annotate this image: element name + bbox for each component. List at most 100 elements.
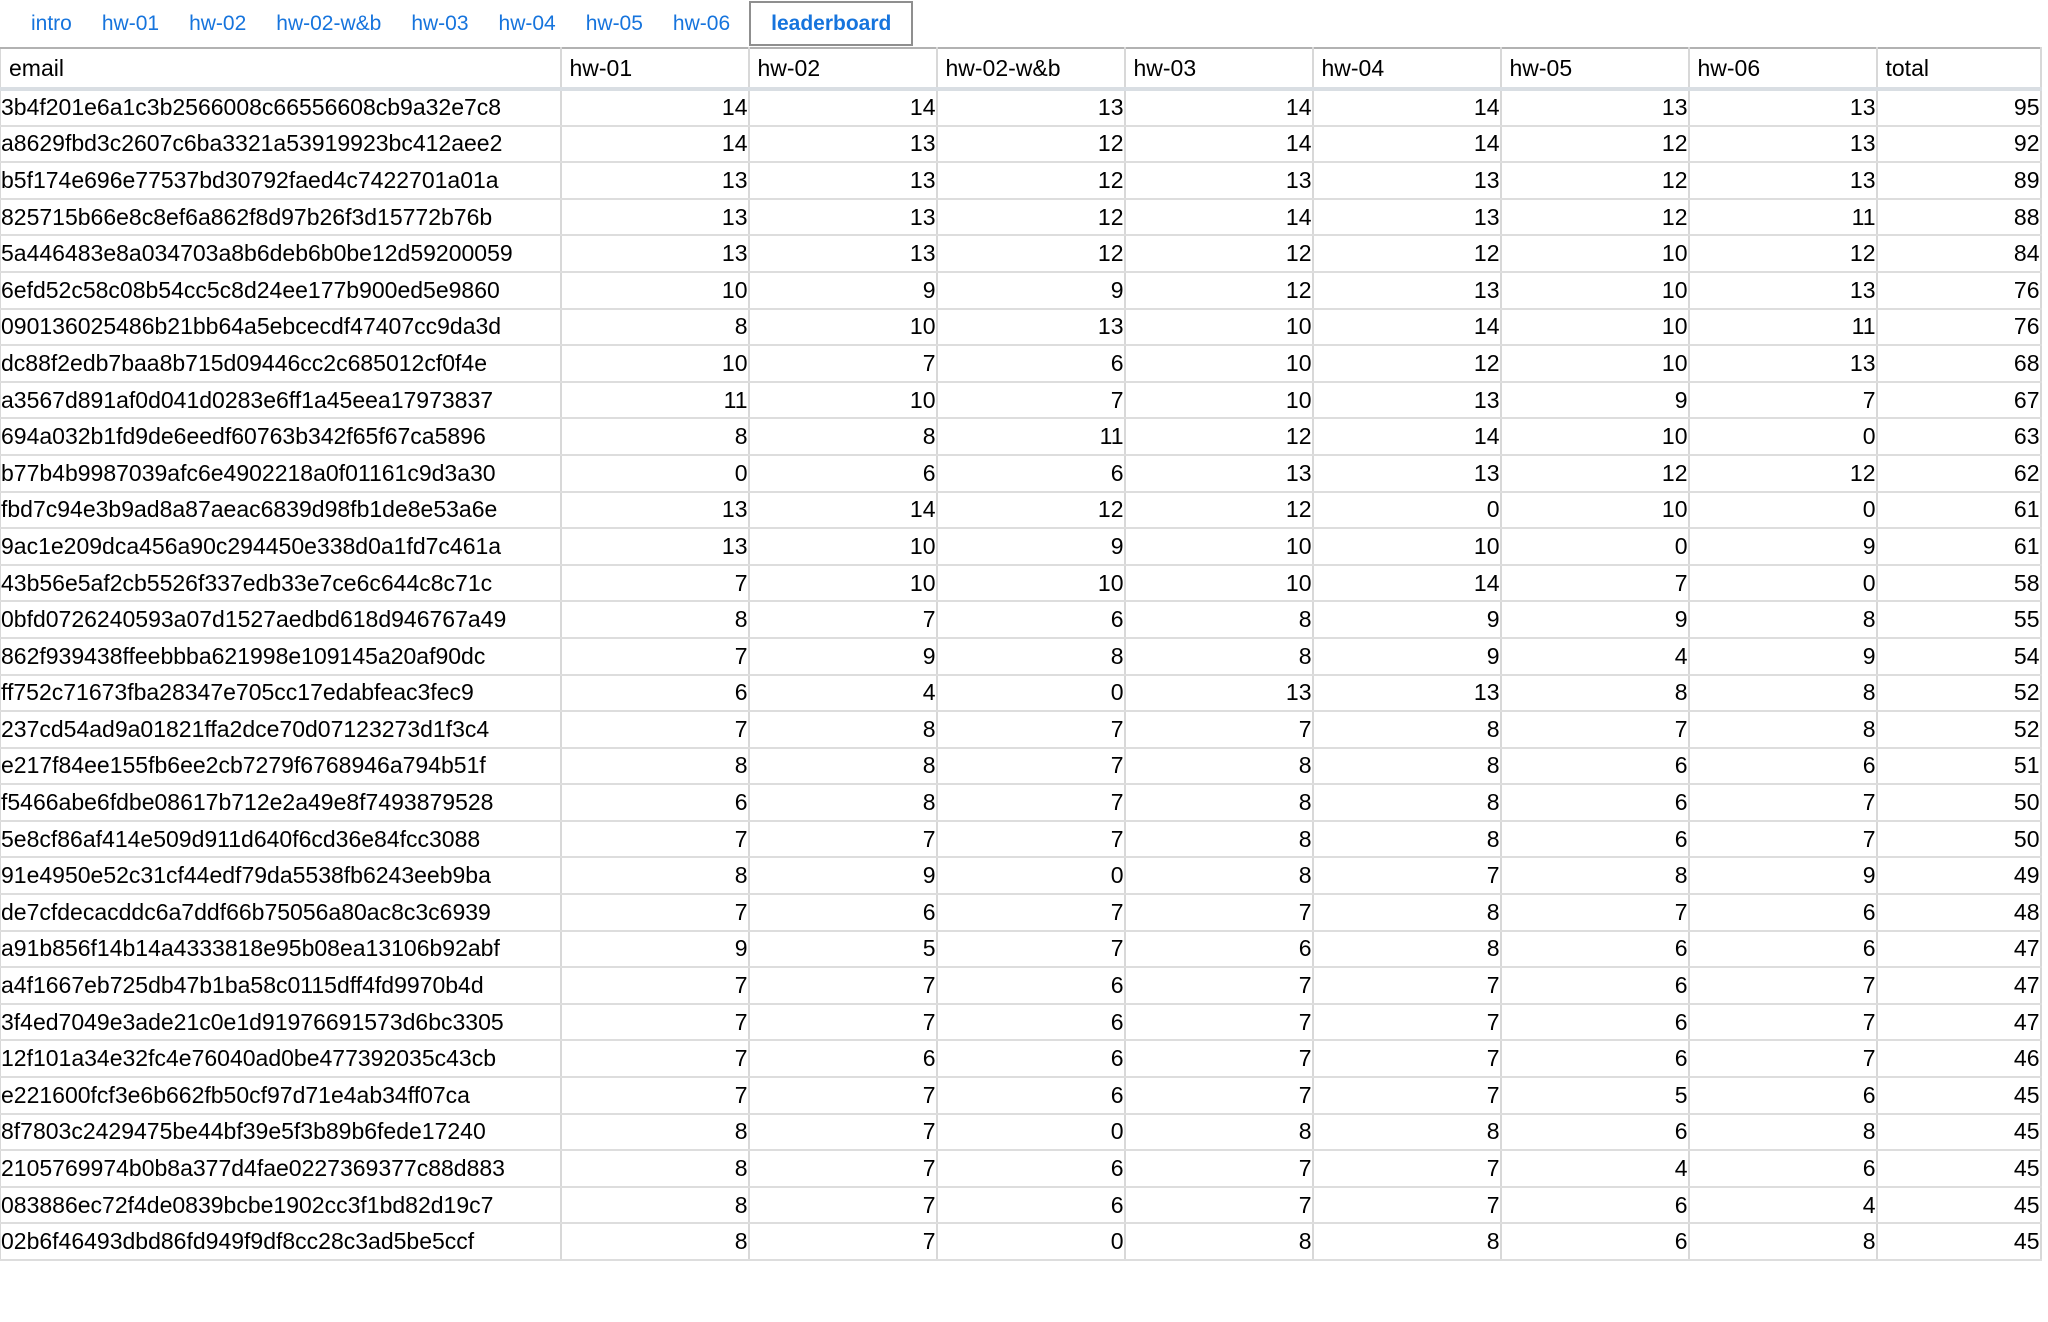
score-cell: 8 bbox=[1688, 601, 1878, 639]
score-cell: 13 bbox=[1124, 454, 1314, 493]
score-cell: 6 bbox=[1124, 930, 1314, 969]
score-cell: 10 bbox=[1500, 491, 1690, 530]
tab-hw-06[interactable]: hw-06 bbox=[672, 12, 731, 35]
score-cell: 6 bbox=[936, 1150, 1126, 1188]
email-cell: 02b6f46493dbd86fd949f9df8cc28c3ad5be5ccf bbox=[0, 1223, 562, 1261]
column-header-hw-04: hw-04 bbox=[1312, 47, 1502, 91]
score-cell: 0 bbox=[936, 674, 1126, 713]
score-cell: 7 bbox=[1312, 1040, 1502, 1079]
score-cell: 6 bbox=[1688, 747, 1878, 786]
score-cell: 6 bbox=[1500, 1223, 1690, 1261]
total-cell: 50 bbox=[1876, 784, 2042, 822]
column-header-hw-05: hw-05 bbox=[1500, 47, 1690, 91]
tab-hw-05[interactable]: hw-05 bbox=[585, 12, 643, 35]
score-cell: 7 bbox=[1124, 1186, 1314, 1225]
tab-leaderboard[interactable]: leaderboard bbox=[749, 1, 914, 46]
score-cell: 13 bbox=[1124, 674, 1314, 713]
tab-hw-04[interactable]: hw-04 bbox=[498, 12, 556, 35]
score-cell: 7 bbox=[1312, 857, 1502, 896]
score-cell: 7 bbox=[748, 967, 938, 1005]
total-cell: 55 bbox=[1876, 601, 2042, 639]
table-body: 3b4f201e6a1c3b2566008c66556608cb9a32e7c8… bbox=[0, 89, 2042, 1261]
table-row: 3f4ed7049e3ade21c0e1d91976691573d6bc3305… bbox=[0, 1003, 2042, 1042]
score-cell: 8 bbox=[1312, 784, 1502, 822]
score-cell: 13 bbox=[560, 235, 750, 273]
score-cell: 9 bbox=[560, 930, 750, 969]
email-cell: 6efd52c58c08b54cc5c8d24ee177b900ed5e9860 bbox=[0, 271, 562, 310]
score-cell: 0 bbox=[1688, 491, 1878, 530]
tab-intro[interactable]: intro bbox=[31, 12, 72, 35]
score-cell: 13 bbox=[1312, 162, 1502, 200]
score-cell: 12 bbox=[936, 162, 1126, 200]
email-cell: b77b4b9987039afc6e4902218a0f01161c9d3a30 bbox=[0, 454, 562, 493]
total-cell: 50 bbox=[1876, 820, 2042, 859]
table-row: 02b6f46493dbd86fd949f9df8cc28c3ad5be5ccf… bbox=[0, 1223, 2042, 1261]
score-cell: 6 bbox=[1688, 930, 1878, 969]
score-cell: 6 bbox=[936, 1003, 1126, 1042]
score-cell: 8 bbox=[560, 418, 750, 456]
total-cell: 45 bbox=[1876, 1186, 2042, 1225]
table-row: a91b856f14b14a4333818e95b08ea13106b92abf… bbox=[0, 930, 2042, 969]
score-cell: 12 bbox=[1312, 345, 1502, 383]
score-cell: 10 bbox=[1500, 308, 1690, 347]
email-cell: de7cfdecacddc6a7ddf66b75056a80ac8c3c6939 bbox=[0, 894, 562, 932]
score-cell: 10 bbox=[1124, 564, 1314, 603]
column-header-hw-03: hw-03 bbox=[1124, 47, 1314, 91]
email-cell: 3b4f201e6a1c3b2566008c66556608cb9a32e7c8 bbox=[0, 89, 562, 127]
column-header-hw-02-wb: hw-02-w&b bbox=[936, 47, 1126, 91]
score-cell: 12 bbox=[1500, 454, 1690, 493]
score-cell: 9 bbox=[1312, 601, 1502, 639]
score-cell: 7 bbox=[748, 1150, 938, 1188]
table-row: 2105769974b0b8a377d4fae0227369377c88d883… bbox=[0, 1150, 2042, 1188]
score-cell: 12 bbox=[1124, 235, 1314, 273]
score-cell: 12 bbox=[1500, 125, 1690, 164]
total-cell: 52 bbox=[1876, 674, 2042, 713]
score-cell: 8 bbox=[560, 747, 750, 786]
tab-hw-01[interactable]: hw-01 bbox=[101, 12, 160, 35]
score-cell: 11 bbox=[560, 381, 750, 420]
score-cell: 7 bbox=[1124, 1003, 1314, 1042]
email-cell: 090136025486b21bb64a5ebcecdf47407cc9da3d bbox=[0, 308, 562, 347]
tab-hw-03[interactable]: hw-03 bbox=[411, 12, 469, 35]
score-cell: 6 bbox=[560, 784, 750, 822]
email-cell: 862f939438ffeebbba621998e109145a20af90dc bbox=[0, 637, 562, 676]
score-cell: 7 bbox=[1688, 820, 1878, 859]
score-cell: 9 bbox=[748, 271, 938, 310]
score-cell: 7 bbox=[936, 894, 1126, 932]
score-cell: 6 bbox=[1500, 747, 1690, 786]
score-cell: 13 bbox=[1688, 162, 1878, 200]
table-row: 6efd52c58c08b54cc5c8d24ee177b900ed5e9860… bbox=[0, 271, 2042, 310]
table-row: a8629fbd3c2607c6ba3321a53919923bc412aee2… bbox=[0, 125, 2042, 164]
score-cell: 8 bbox=[748, 711, 938, 749]
score-cell: 9 bbox=[1312, 637, 1502, 676]
table-row: 9ac1e209dca456a90c294450e338d0a1fd7c461a… bbox=[0, 528, 2042, 566]
score-cell: 14 bbox=[1312, 418, 1502, 456]
table-row: 090136025486b21bb64a5ebcecdf47407cc9da3d… bbox=[0, 308, 2042, 347]
email-cell: ff752c71673fba28347e705cc17edabfeac3fec9 bbox=[0, 674, 562, 713]
score-cell: 0 bbox=[936, 1223, 1126, 1261]
email-cell: 237cd54ad9a01821ffa2dce70d07123273d1f3c4 bbox=[0, 711, 562, 749]
email-cell: e221600fcf3e6b662fb50cf97d71e4ab34ff07ca bbox=[0, 1077, 562, 1115]
score-cell: 7 bbox=[936, 930, 1126, 969]
score-cell: 7 bbox=[1124, 1040, 1314, 1079]
table-row: ff752c71673fba28347e705cc17edabfeac3fec9… bbox=[0, 674, 2042, 713]
tab-hw-02-w-b[interactable]: hw-02-w&b bbox=[276, 12, 382, 35]
total-cell: 54 bbox=[1876, 637, 2042, 676]
score-cell: 8 bbox=[1124, 637, 1314, 676]
email-cell: 0bfd0726240593a07d1527aedbd618d946767a49 bbox=[0, 601, 562, 639]
tab-hw-02[interactable]: hw-02 bbox=[189, 12, 247, 35]
score-cell: 6 bbox=[1500, 1186, 1690, 1225]
score-cell: 13 bbox=[748, 125, 938, 164]
total-cell: 46 bbox=[1876, 1040, 2042, 1079]
score-cell: 8 bbox=[748, 784, 938, 822]
score-cell: 4 bbox=[1500, 1150, 1690, 1188]
score-cell: 10 bbox=[1500, 271, 1690, 310]
score-cell: 0 bbox=[1688, 418, 1878, 456]
score-cell: 7 bbox=[560, 1077, 750, 1115]
score-cell: 8 bbox=[1500, 674, 1690, 713]
score-cell: 13 bbox=[1688, 271, 1878, 310]
total-cell: 49 bbox=[1876, 857, 2042, 896]
score-cell: 13 bbox=[560, 162, 750, 200]
score-cell: 7 bbox=[748, 1186, 938, 1225]
score-cell: 10 bbox=[748, 564, 938, 603]
